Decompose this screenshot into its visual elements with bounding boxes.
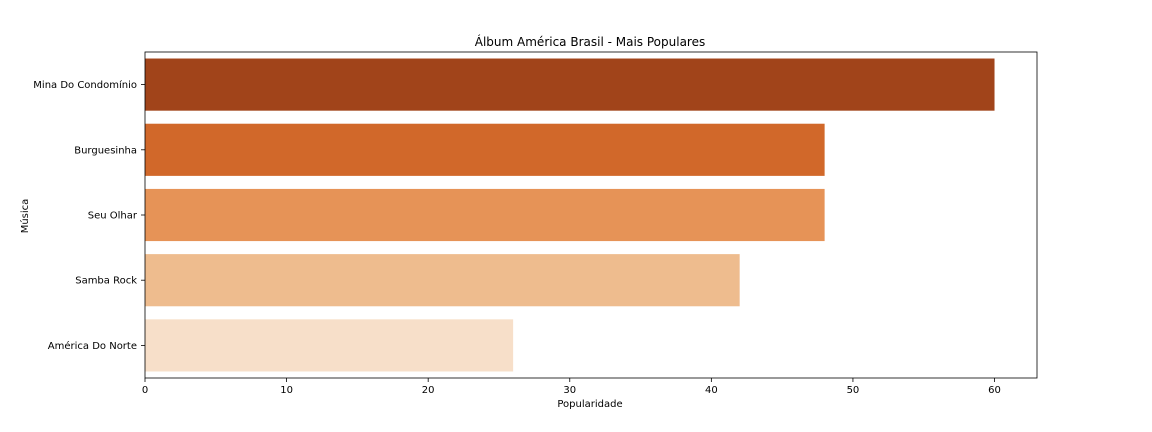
bar-1 <box>145 123 825 176</box>
y-tick-label: Mina Do Condomínio <box>33 79 137 91</box>
bar-0 <box>145 58 995 111</box>
x-tick-label: 10 <box>280 385 293 396</box>
x-tick-label: 60 <box>988 385 1001 396</box>
x-tick-label: 0 <box>142 385 148 396</box>
y-tick-label: América Do Norte <box>48 340 137 352</box>
y-tick-label: Burguesinha <box>74 145 137 156</box>
x-tick-label: 40 <box>705 385 718 396</box>
bars-group <box>145 58 995 372</box>
x-axis-ticks: 0 10 20 30 40 50 60 <box>142 378 1001 396</box>
plot-frame <box>144 51 1038 379</box>
x-tick-label: 50 <box>847 385 860 396</box>
x-tick-label: 20 <box>422 385 435 396</box>
bar-3 <box>145 254 740 307</box>
chart-title: Álbum América Brasil - Mais Populares <box>475 34 705 49</box>
x-tick-label: 30 <box>563 385 576 396</box>
x-axis-label: Popularidade <box>557 399 622 410</box>
y-axis-label: Música <box>19 199 31 234</box>
y-tick-label: Samba Rock <box>75 276 137 287</box>
bar-4 <box>145 319 514 372</box>
y-axis-ticks: Mina Do Condomínio Burguesinha Seu Olhar Sa… <box>33 79 145 352</box>
y-tick-label: Seu Olhar <box>88 211 138 222</box>
bar-2 <box>145 188 825 242</box>
